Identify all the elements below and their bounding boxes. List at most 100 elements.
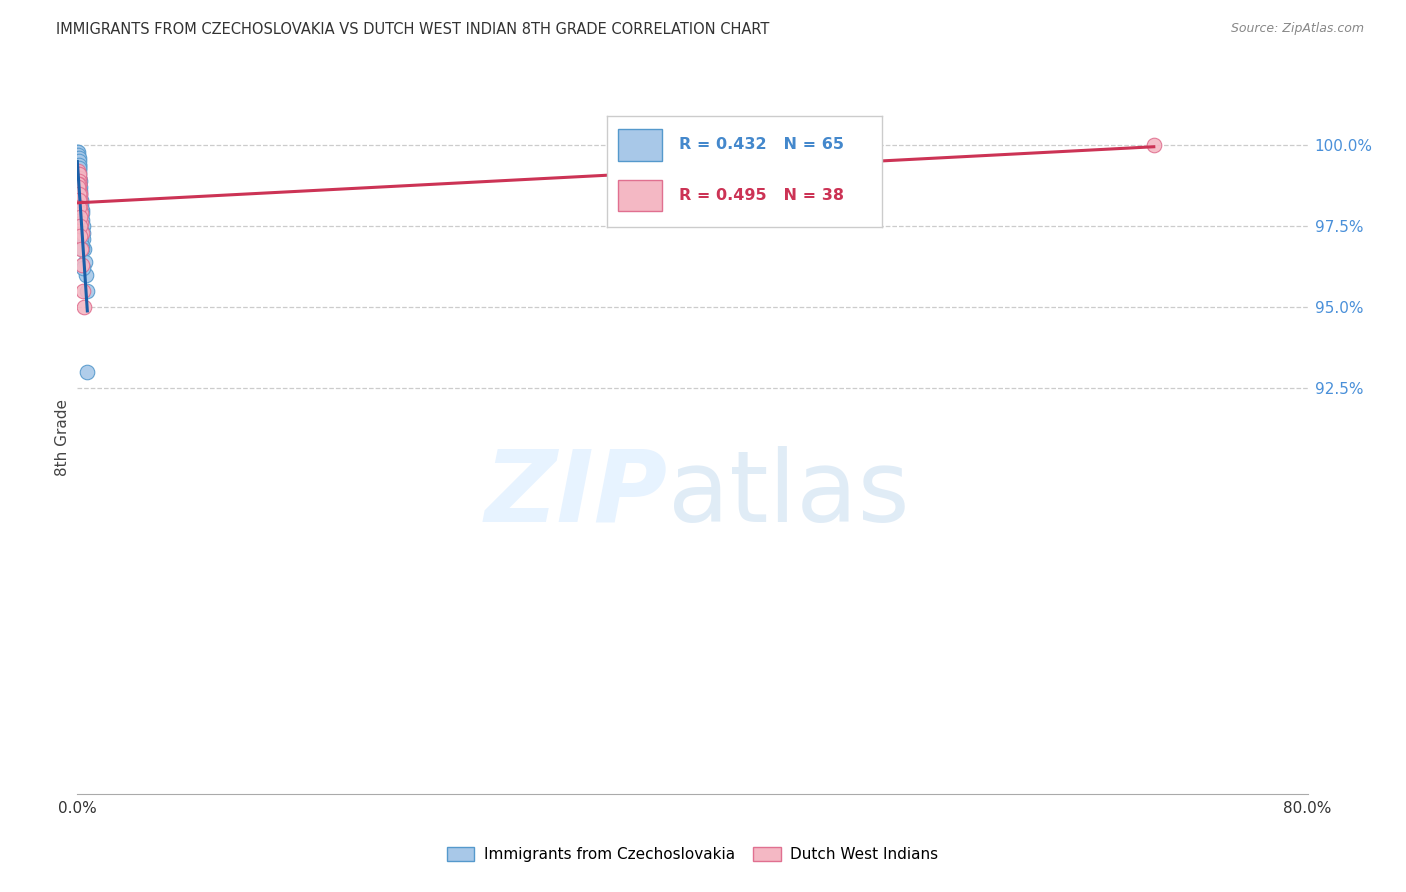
Point: [67, 161, 90, 175]
Point: [76, 284, 98, 298]
Point: [69, 194, 91, 208]
Point: [66, 180, 89, 194]
Point: [70, 202, 93, 217]
Point: [67, 154, 90, 169]
Point: [70, 242, 93, 256]
Point: [67, 200, 90, 214]
Point: [69, 219, 91, 234]
Point: [67, 170, 90, 185]
Point: [69, 194, 91, 208]
Point: [67, 180, 90, 194]
Point: [67, 174, 90, 188]
Point: [69, 200, 91, 214]
Point: [70, 258, 93, 272]
Point: [67, 161, 90, 175]
Point: [69, 210, 91, 224]
Point: [67, 161, 90, 175]
Bar: [619, 179, 662, 211]
Text: IMMIGRANTS FROM CZECHOSLOVAKIA VS DUTCH WEST INDIAN 8TH GRADE CORRELATION CHART: IMMIGRANTS FROM CZECHOSLOVAKIA VS DUTCH …: [56, 22, 769, 37]
Point: [67, 186, 90, 201]
Point: [66, 145, 89, 159]
Point: [66, 154, 89, 169]
Point: [67, 180, 90, 194]
Point: [69, 180, 91, 194]
Point: [67, 164, 90, 178]
Point: [69, 184, 91, 198]
Point: [66, 158, 89, 172]
Point: [73, 255, 96, 269]
Text: R = 0.432   N = 65: R = 0.432 N = 65: [679, 137, 844, 153]
Point: [70, 216, 93, 230]
Text: Source: ZipAtlas.com: Source: ZipAtlas.com: [1230, 22, 1364, 36]
Point: [73, 242, 96, 256]
Point: [69, 216, 91, 230]
Point: [67, 151, 90, 165]
Point: [72, 219, 94, 234]
Text: R = 0.495   N = 38: R = 0.495 N = 38: [679, 187, 844, 202]
Point: [70, 242, 93, 256]
Point: [67, 194, 90, 208]
Point: [70, 196, 93, 211]
Point: [75, 268, 97, 282]
Point: [67, 184, 90, 198]
Point: [67, 170, 90, 185]
Point: [69, 177, 91, 191]
Point: [70, 232, 93, 246]
Point: [69, 219, 91, 234]
Point: [67, 190, 90, 204]
Point: [66, 180, 89, 194]
Point: [66, 164, 89, 178]
Point: [66, 177, 89, 191]
Point: [69, 202, 91, 217]
Point: [70, 206, 93, 220]
Point: [66, 161, 89, 175]
Point: [67, 170, 90, 185]
Point: [69, 186, 91, 201]
Point: [66, 164, 89, 178]
Point: [70, 238, 93, 252]
Point: [67, 158, 90, 172]
Point: [67, 186, 90, 201]
Point: [66, 186, 89, 201]
Point: [1143, 138, 1166, 153]
Point: [72, 261, 94, 276]
Point: [72, 232, 94, 246]
Point: [67, 158, 90, 172]
Point: [69, 226, 91, 240]
Point: [67, 180, 90, 194]
Point: [66, 177, 89, 191]
Point: [66, 167, 89, 181]
Point: [72, 284, 94, 298]
Point: [69, 210, 91, 224]
Text: ZIP: ZIP: [485, 446, 668, 542]
Point: [76, 365, 98, 379]
Text: atlas: atlas: [668, 446, 910, 542]
Point: [70, 212, 93, 227]
Point: [66, 151, 89, 165]
Point: [69, 229, 91, 244]
Point: [66, 177, 89, 191]
Point: [67, 154, 90, 169]
Point: [73, 301, 96, 315]
Point: [69, 177, 91, 191]
Point: [67, 167, 90, 181]
Point: [69, 206, 91, 220]
Point: [69, 206, 91, 220]
Point: [67, 174, 90, 188]
Point: [67, 196, 90, 211]
Y-axis label: 8th Grade: 8th Grade: [55, 399, 70, 475]
Point: [66, 174, 89, 188]
Point: [67, 177, 90, 191]
Point: [67, 148, 90, 162]
Point: [66, 177, 89, 191]
Point: [69, 186, 91, 201]
Point: [70, 226, 93, 240]
Point: [67, 194, 90, 208]
Point: [66, 174, 89, 188]
Point: [69, 184, 91, 198]
Point: [66, 174, 89, 188]
Point: [67, 186, 90, 201]
Point: [72, 226, 94, 240]
Bar: [619, 129, 662, 161]
Point: [67, 167, 90, 181]
